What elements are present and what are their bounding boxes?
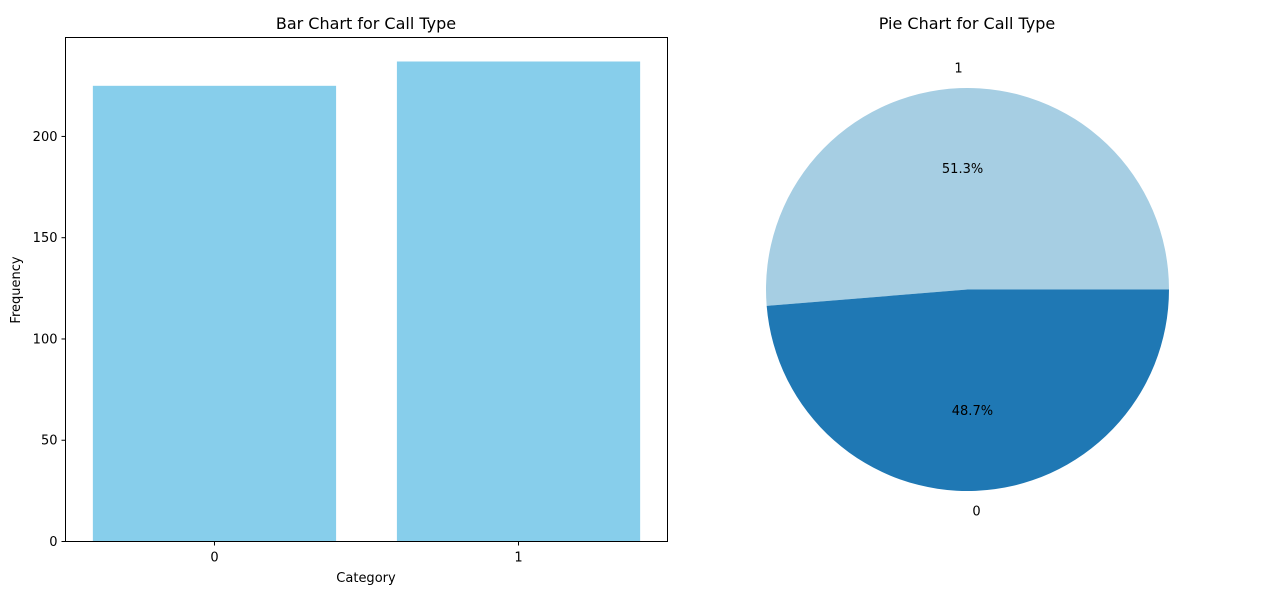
pie-chart-title: Pie Chart for Call Type bbox=[879, 14, 1056, 33]
bar-1 bbox=[396, 61, 641, 542]
pie-category-label: 0 bbox=[972, 504, 980, 519]
bar-x-axis-label: Category bbox=[336, 571, 396, 586]
y-tick-label: 50 bbox=[41, 434, 58, 449]
x-tick-label: 0 bbox=[210, 551, 218, 566]
y-tick-label: 100 bbox=[33, 332, 58, 347]
pie-marks: 1 51.3% 0 48.7% bbox=[766, 62, 1169, 519]
bar-plot-frame bbox=[65, 37, 668, 542]
bar-y-axis-label: Frequency bbox=[9, 256, 24, 323]
bar-0 bbox=[92, 85, 337, 542]
pie-percent-label: 48.7% bbox=[952, 404, 993, 419]
x-tick-label: 1 bbox=[514, 551, 522, 566]
pie-slice-1 bbox=[766, 88, 1169, 306]
y-tick-label: 0 bbox=[49, 535, 57, 550]
pie-chart: Pie Chart for Call Type 1 51.3% 0 48.7% bbox=[766, 14, 1169, 519]
bar-y-ticks: 0 50 100 150 200 bbox=[33, 130, 66, 550]
y-tick-label: 200 bbox=[33, 130, 58, 145]
bar-chart-title: Bar Chart for Call Type bbox=[276, 14, 456, 33]
pie-slice-0 bbox=[766, 289, 1169, 492]
pie-category-label: 1 bbox=[954, 62, 962, 77]
pie-percent-label: 51.3% bbox=[942, 162, 983, 177]
bar-marks bbox=[92, 61, 641, 542]
y-tick-label: 150 bbox=[33, 231, 58, 246]
